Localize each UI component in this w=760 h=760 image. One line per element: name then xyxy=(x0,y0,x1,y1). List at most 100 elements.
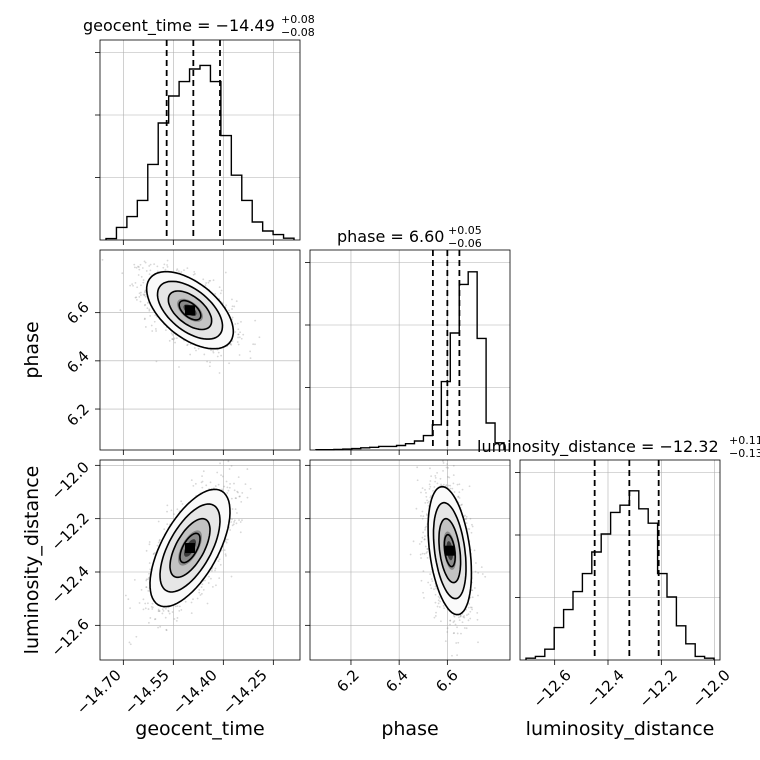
sample-point xyxy=(129,643,132,646)
sample-point xyxy=(252,343,255,346)
sample-point xyxy=(430,475,433,478)
sample-point xyxy=(211,585,214,588)
x-tick-label-geocent-1: −14.55 xyxy=(121,666,173,718)
x-tick-label-phase-1: 6.4 xyxy=(382,666,412,696)
sample-point xyxy=(209,481,212,484)
sample-point xyxy=(181,503,184,505)
sample-point xyxy=(445,484,448,486)
sample-point xyxy=(412,540,415,543)
sample-point xyxy=(228,309,230,312)
sample-point xyxy=(436,482,439,485)
sample-point xyxy=(175,337,178,340)
sample-point xyxy=(434,480,437,483)
sample-point xyxy=(146,307,149,310)
sample-point xyxy=(152,552,155,555)
sample-point xyxy=(157,608,160,611)
sample-point xyxy=(154,551,156,554)
density-peak xyxy=(185,543,195,553)
sample-point xyxy=(459,614,462,617)
sample-point xyxy=(231,305,234,308)
sample-point xyxy=(211,569,213,572)
sample-point xyxy=(212,279,215,282)
sample-point xyxy=(144,326,147,328)
sample-point xyxy=(467,671,469,673)
sample-point xyxy=(167,609,170,612)
sample-point xyxy=(220,474,222,477)
sample-point xyxy=(458,619,461,621)
sample-point xyxy=(121,272,124,275)
sample-point xyxy=(190,479,193,482)
sample-point xyxy=(133,579,136,581)
sample-point xyxy=(152,606,154,609)
sample-point xyxy=(474,587,476,589)
sample-point xyxy=(142,279,145,281)
sample-point xyxy=(145,579,148,582)
sample-point xyxy=(231,518,233,521)
sample-point xyxy=(219,292,222,295)
sample-point xyxy=(430,578,433,580)
sample-point xyxy=(155,330,158,332)
sample-point xyxy=(148,572,150,575)
sample-point xyxy=(228,362,231,365)
sample-point xyxy=(224,271,227,274)
x-tick-labels: −14.70 −14.55 −14.40 −14.25 6.2 6.4 6.6 … xyxy=(73,666,734,718)
sample-point xyxy=(141,267,144,269)
sample-point xyxy=(469,610,472,613)
sample-point xyxy=(200,481,203,484)
sample-point xyxy=(128,641,131,644)
x-tick-label-ld-3: −12.0 xyxy=(689,666,734,711)
sample-point xyxy=(226,492,229,494)
sample-point xyxy=(148,273,151,275)
sample-point xyxy=(162,266,165,269)
sample-point xyxy=(171,338,174,340)
sample-point xyxy=(154,328,157,330)
sample-point xyxy=(425,552,428,554)
contour-line xyxy=(167,290,213,331)
sample-point xyxy=(168,339,171,342)
sample-point xyxy=(237,491,239,494)
sample-point xyxy=(480,566,483,568)
sample-point xyxy=(447,466,449,469)
sample-point xyxy=(420,557,422,559)
sample-point xyxy=(134,282,137,284)
sample-point xyxy=(231,308,233,310)
sample-point xyxy=(453,632,455,634)
sample-point xyxy=(166,259,169,262)
sample-point xyxy=(458,491,461,494)
sample-point xyxy=(423,538,426,541)
sample-point xyxy=(466,614,468,617)
sample-point xyxy=(156,544,159,547)
sample-point xyxy=(138,292,141,295)
sample-point xyxy=(423,552,426,555)
sample-point xyxy=(422,531,424,534)
sample-point xyxy=(139,294,142,296)
title-geocent-time: geocent_time = −14.49 xyxy=(83,16,275,36)
sample-point xyxy=(242,333,245,336)
sample-point xyxy=(465,515,468,518)
sample-point xyxy=(231,316,234,319)
sample-point xyxy=(453,614,455,617)
sample-point xyxy=(166,264,168,266)
sample-point xyxy=(166,504,169,507)
sample-point xyxy=(157,541,160,544)
sample-point xyxy=(439,477,442,480)
sample-point xyxy=(175,619,178,622)
sample-point xyxy=(238,519,240,521)
sample-point xyxy=(147,608,150,610)
sample-point xyxy=(150,324,153,327)
sample-point xyxy=(154,618,156,621)
sample-point xyxy=(152,553,155,556)
sample-point xyxy=(193,347,196,349)
sample-point xyxy=(215,584,217,587)
y-tick-label-phase-2: 6.6 xyxy=(63,298,93,328)
sample-point xyxy=(434,585,437,588)
x-tick-label-phase-0: 6.2 xyxy=(333,666,363,696)
sample-point xyxy=(481,573,484,575)
sample-point xyxy=(226,486,229,489)
sample-point xyxy=(101,258,104,261)
sample-point xyxy=(212,350,214,352)
sample-point xyxy=(156,270,159,273)
sample-point xyxy=(174,341,176,344)
sample-point xyxy=(148,541,151,543)
sample-point xyxy=(446,627,449,630)
